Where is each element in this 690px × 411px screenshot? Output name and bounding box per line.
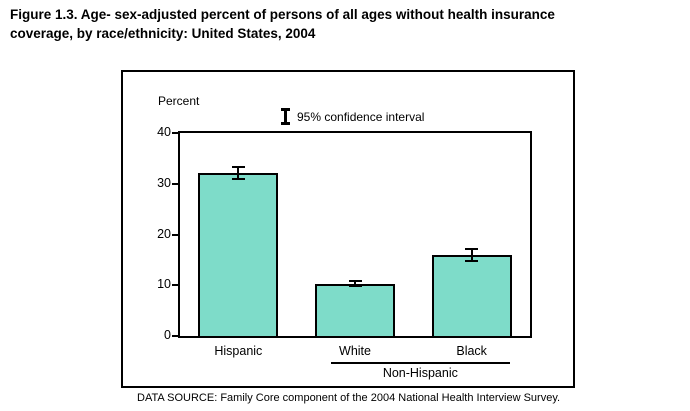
- group-bracket-label: Non-Hispanic: [382, 366, 458, 380]
- error-bar-i-beam-icon: [281, 108, 290, 125]
- error-bar-black: [465, 247, 479, 262]
- y-tick-label-40: 40: [157, 125, 171, 139]
- y-tick-label-0: 0: [164, 328, 171, 342]
- y-tick-mark: [172, 132, 178, 134]
- error-bar-white: [348, 280, 362, 287]
- legend: 95% confidence interval: [281, 108, 424, 125]
- x-tick-label-white: White: [339, 344, 371, 358]
- error-bar-hispanic: [231, 166, 245, 180]
- bar-white: [315, 283, 395, 336]
- data-source: DATA SOURCE: Family Core component of th…: [137, 392, 561, 404]
- group-bracket-line: [331, 362, 510, 364]
- y-tick-mark: [172, 284, 178, 287]
- legend-label: 95% confidence interval: [297, 109, 425, 124]
- x-tick-label-black: Black: [456, 344, 487, 358]
- y-tick-mark: [172, 335, 178, 337]
- bar-hispanic: [198, 173, 279, 336]
- y-axis-title: Percent: [158, 94, 200, 108]
- figure-title: Figure 1.3. Age- sex-adjusted percent of…: [10, 7, 555, 41]
- y-tick-mark: [172, 182, 178, 185]
- chart-frame: Percent 95% confidence interval 0 10 20 30 4…: [121, 70, 575, 388]
- x-tick-label-hispanic: Hispanic: [214, 344, 263, 358]
- plot-area: [178, 131, 532, 338]
- bar-black: [431, 254, 512, 336]
- y-tick-label-20: 20: [157, 226, 171, 241]
- y-tick-mark: [172, 233, 178, 236]
- y-tick-label-30: 30: [157, 175, 171, 190]
- y-tick-label-10: 10: [157, 277, 171, 292]
